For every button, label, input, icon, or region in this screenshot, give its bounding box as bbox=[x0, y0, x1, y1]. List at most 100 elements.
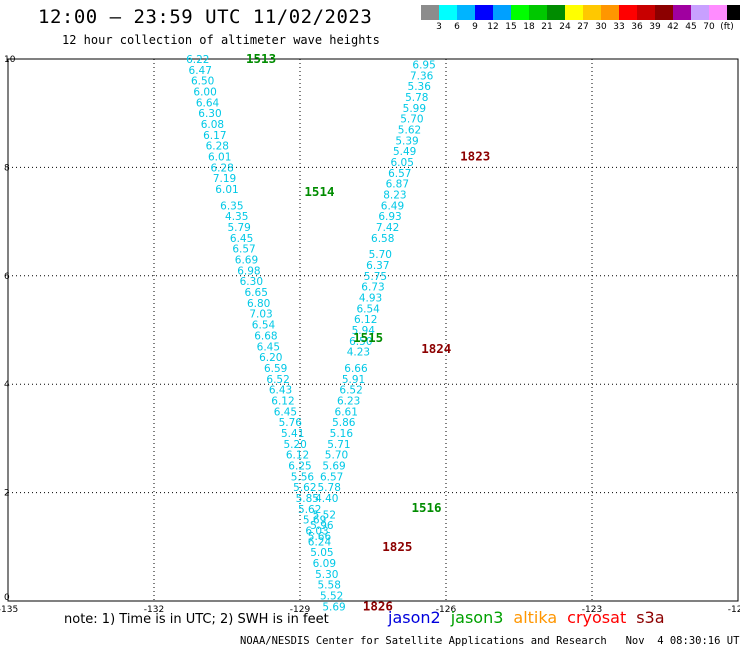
swh-value: 5.30 bbox=[315, 569, 338, 581]
swh-value: 7.03 bbox=[249, 309, 272, 321]
swh-value: 6.52 bbox=[266, 374, 289, 386]
swh-value: 6.45 bbox=[230, 233, 253, 245]
legend-s3a: s3a bbox=[636, 608, 665, 627]
pass-layer: 1513 1514 1515 1516 1823 1824 1825 1826 bbox=[246, 51, 490, 613]
colorbar-label: 30 bbox=[595, 22, 607, 32]
swh-value: 5.36 bbox=[408, 81, 432, 93]
colorbar-label: 12 bbox=[487, 22, 499, 32]
swh-value: 6.22 bbox=[186, 54, 209, 66]
swh-value: 5.62 bbox=[398, 124, 421, 136]
swh-value: 4.93 bbox=[359, 292, 382, 304]
colorbar-swatch bbox=[547, 5, 565, 20]
pass-label-s3a: 1826 bbox=[363, 598, 393, 613]
swh-value: 5.78 bbox=[405, 92, 428, 104]
swh-value: 6.45 bbox=[257, 341, 280, 353]
swh-value: 6.98 bbox=[237, 265, 260, 277]
swh-value: 6.54 bbox=[356, 303, 380, 315]
colorbar-swatch bbox=[619, 5, 637, 20]
swh-value: 6.47 bbox=[189, 65, 212, 77]
swh-value: 6.57 bbox=[320, 471, 343, 483]
swh-value: 5.20 bbox=[283, 439, 306, 451]
colorbar-swatch bbox=[727, 5, 740, 20]
swh-value: 5.71 bbox=[327, 439, 350, 451]
swh-value: 5.16 bbox=[330, 428, 354, 440]
colorbar-swatch bbox=[709, 5, 727, 20]
swh-value: 6.49 bbox=[381, 200, 404, 212]
footer-note: note: 1) Time is in UTC; 2) SWH is in fe… bbox=[64, 612, 329, 627]
y-tick-label: 8 bbox=[4, 163, 10, 173]
pass-label-jason3: 1513 bbox=[246, 51, 276, 66]
swh-value: 5.56 bbox=[291, 471, 315, 483]
colorbar-swatch bbox=[439, 5, 457, 20]
swh-value: 5.86 bbox=[332, 417, 356, 429]
swh-value: 6.54 bbox=[252, 320, 276, 332]
swh-value: 6.61 bbox=[335, 406, 358, 418]
swh-value: 6.57 bbox=[388, 168, 411, 180]
swh-value: 5.85 bbox=[296, 493, 319, 505]
swh-value: 5.75 bbox=[364, 271, 387, 283]
swh-value: 5.66 bbox=[308, 531, 332, 543]
colorbar-label: 39 bbox=[649, 22, 661, 32]
colorbar-swatch bbox=[655, 5, 673, 20]
swh-value: 6.95 bbox=[412, 59, 435, 71]
colorbar-label: 9 bbox=[472, 22, 478, 32]
colorbar-swatch bbox=[583, 5, 601, 20]
colorbar-swatch bbox=[475, 5, 493, 20]
x-tick-label: -123 bbox=[582, 605, 602, 615]
colorbar-label: 42 bbox=[667, 22, 679, 32]
swh-value: 5.69 bbox=[303, 515, 326, 527]
colorbar-swatch bbox=[673, 5, 691, 20]
swh-value: 6.23 bbox=[337, 395, 360, 407]
y-tick-label: 10 bbox=[4, 55, 16, 65]
swh-value: 6.08 bbox=[201, 119, 224, 131]
swh-value: 5.70 bbox=[369, 249, 392, 261]
swh-value: 4.40 bbox=[315, 493, 338, 505]
swh-value: 6.80 bbox=[247, 298, 270, 310]
swh-value: 6.01 bbox=[208, 152, 231, 164]
colorbar-label: 6 bbox=[454, 22, 460, 32]
swh-value: 5.05 bbox=[310, 547, 333, 559]
swh-value: 6.12 bbox=[271, 395, 294, 407]
swh-value: 5.62 bbox=[298, 504, 321, 516]
colorbar-swatch bbox=[493, 5, 511, 20]
swh-value: 7.19 bbox=[213, 173, 236, 185]
swh-value: 6.17 bbox=[203, 130, 226, 142]
swh-value: 6.20 bbox=[259, 352, 282, 364]
colorbar-label: (ft) bbox=[720, 22, 734, 32]
legend-cryosat: cryosat bbox=[567, 608, 627, 627]
legend-altika: altika bbox=[513, 608, 558, 627]
x-tick-label: -135 bbox=[0, 605, 18, 615]
legend-jason3: jason3 bbox=[450, 608, 504, 627]
swh-value: 6.00 bbox=[193, 87, 216, 99]
colorbar bbox=[421, 5, 740, 20]
plot-border bbox=[7, 58, 739, 602]
swh-value: 5.58 bbox=[318, 580, 341, 592]
swh-value: 6.01 bbox=[215, 184, 238, 196]
swh-value: 5.94 bbox=[352, 325, 376, 337]
swh-value: 6.24 bbox=[308, 536, 332, 548]
swh-value: 5.39 bbox=[395, 135, 418, 147]
satellite-legend: jason2 jason3 altika cryosat s3a bbox=[388, 608, 675, 627]
swh-value: 7.42 bbox=[376, 222, 399, 234]
colorbar-label: 21 bbox=[541, 22, 553, 32]
colorbar-label: 36 bbox=[631, 22, 643, 32]
swh-value: 6.05 bbox=[391, 157, 414, 169]
swh-value: 6.43 bbox=[269, 385, 292, 397]
colorbar-label: 18 bbox=[523, 22, 535, 32]
swh-value: 6.66 bbox=[344, 363, 368, 375]
colorbar-label: 3 bbox=[436, 22, 442, 32]
colorbar-swatch bbox=[637, 5, 655, 20]
swh-value: 6.25 bbox=[288, 461, 311, 473]
swh-value: 5.52 bbox=[313, 509, 336, 521]
swh-value: 6.57 bbox=[232, 244, 255, 256]
grid-layer bbox=[8, 59, 738, 601]
swh-value: 6.28 bbox=[210, 162, 233, 174]
swh-value: 6.73 bbox=[361, 282, 384, 294]
swh-value: 6.59 bbox=[264, 363, 287, 375]
colorbar-swatch bbox=[565, 5, 583, 20]
colorbar-label: 15 bbox=[505, 22, 517, 32]
swh-value: 6.09 bbox=[313, 558, 336, 570]
swh-value: 6.65 bbox=[245, 287, 268, 299]
colorbar-swatch bbox=[421, 5, 439, 20]
